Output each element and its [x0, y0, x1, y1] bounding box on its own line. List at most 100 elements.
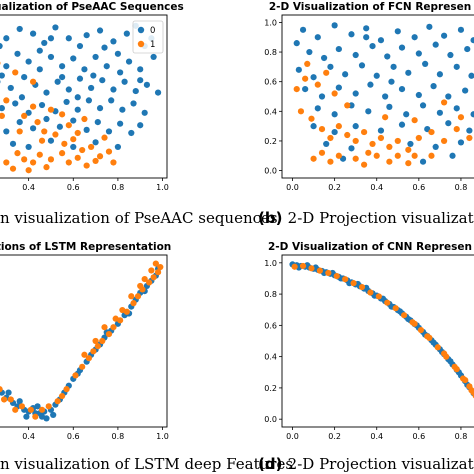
point-class-1 — [342, 276, 349, 283]
point-class-1 — [0, 386, 3, 393]
caption-letter: (d) — [258, 455, 288, 473]
point-class-0 — [398, 44, 406, 51]
point-class-0 — [50, 411, 57, 419]
scatter-points — [289, 261, 474, 399]
point-class-0 — [103, 63, 110, 70]
point-class-0 — [405, 69, 412, 76]
point-class-1 — [392, 305, 399, 312]
legend-marker — [137, 26, 145, 34]
point-class-0 — [470, 37, 474, 44]
caption-body: 2-D Projection visualization of C — [288, 455, 474, 473]
plot-frame — [281, 254, 474, 428]
point-class-0 — [314, 34, 321, 41]
point-class-1 — [350, 280, 357, 287]
point-class-0 — [441, 32, 448, 39]
point-class-0 — [3, 35, 10, 42]
point-class-1 — [94, 343, 101, 350]
point-class-0 — [398, 121, 406, 128]
point-class-0 — [436, 71, 443, 78]
point-class-1 — [45, 403, 52, 410]
point-class-0 — [403, 111, 410, 118]
point-class-0 — [419, 158, 427, 165]
x-tick-label: 0.2 — [328, 432, 341, 441]
plot-frame — [0, 254, 168, 428]
point-class-0 — [85, 97, 92, 104]
point-class-0 — [12, 100, 19, 107]
point-class-0 — [3, 128, 10, 135]
point-class-0 — [43, 115, 50, 123]
point-class-1 — [21, 112, 28, 120]
point-class-1 — [466, 134, 473, 142]
x-tick-label: 0.2 — [328, 183, 341, 192]
point-class-1 — [59, 111, 66, 118]
x-tick-label: 0.6 — [412, 432, 425, 441]
point-class-0 — [426, 23, 433, 30]
x-tick-label: 0.4 — [22, 183, 35, 192]
point-class-0 — [121, 78, 128, 85]
point-class-1 — [29, 103, 37, 110]
caption-body: n visualization of PseAAC sequences — [0, 209, 278, 227]
point-class-0 — [105, 128, 113, 135]
point-class-1 — [304, 60, 311, 67]
point-class-0 — [331, 22, 338, 29]
point-class-1 — [384, 299, 391, 306]
point-class-1 — [101, 324, 108, 331]
point-class-1 — [110, 159, 117, 166]
point-class-0 — [419, 102, 427, 109]
point-class-1 — [308, 265, 315, 272]
point-class-1 — [441, 350, 448, 357]
point-class-0 — [390, 63, 397, 70]
point-class-1 — [61, 140, 68, 147]
panel-title: Visualization of PseAAC Sequences — [0, 1, 184, 13]
point-class-1 — [92, 157, 99, 165]
point-class-1 — [83, 162, 90, 169]
point-class-0 — [436, 109, 443, 116]
y-tick-label: 0.0 — [264, 415, 277, 424]
point-class-1 — [63, 386, 70, 393]
point-class-0 — [323, 140, 330, 148]
point-class-1 — [96, 153, 104, 160]
y-tick-label: 0.4 — [264, 353, 277, 362]
point-class-1 — [386, 143, 393, 150]
point-class-0 — [43, 89, 50, 96]
point-class-0 — [318, 93, 326, 100]
point-class-0 — [54, 78, 61, 85]
point-class-0 — [16, 25, 23, 33]
point-class-1 — [16, 128, 23, 135]
point-class-0 — [137, 66, 144, 73]
point-class-0 — [34, 403, 41, 410]
point-class-0 — [76, 75, 84, 82]
point-class-0 — [348, 145, 355, 152]
point-class-0 — [432, 41, 439, 48]
point-class-1 — [52, 131, 59, 138]
point-class-0 — [449, 152, 456, 159]
point-class-1 — [79, 146, 86, 154]
point-class-0 — [0, 105, 5, 112]
point-class-0 — [25, 109, 32, 116]
point-class-1 — [373, 152, 380, 159]
point-class-0 — [352, 123, 359, 130]
point-class-1 — [152, 260, 159, 267]
point-class-0 — [352, 90, 359, 97]
legend-label: 0 — [150, 26, 155, 36]
point-class-0 — [321, 54, 328, 62]
point-class-0 — [457, 26, 465, 33]
legend-marker — [137, 40, 145, 48]
point-class-1 — [424, 333, 431, 340]
point-class-0 — [137, 122, 144, 129]
point-class-0 — [143, 81, 151, 88]
point-class-1 — [134, 293, 142, 300]
point-class-0 — [348, 31, 355, 38]
point-class-1 — [21, 156, 28, 163]
point-class-0 — [422, 60, 429, 67]
point-class-0 — [132, 87, 139, 95]
point-class-0 — [14, 50, 21, 57]
point-class-1 — [453, 366, 460, 373]
point-class-1 — [105, 331, 113, 338]
point-class-1 — [361, 161, 368, 168]
point-class-1 — [7, 396, 14, 403]
point-class-0 — [101, 44, 108, 51]
point-class-1 — [59, 150, 66, 157]
point-class-0 — [369, 43, 376, 50]
